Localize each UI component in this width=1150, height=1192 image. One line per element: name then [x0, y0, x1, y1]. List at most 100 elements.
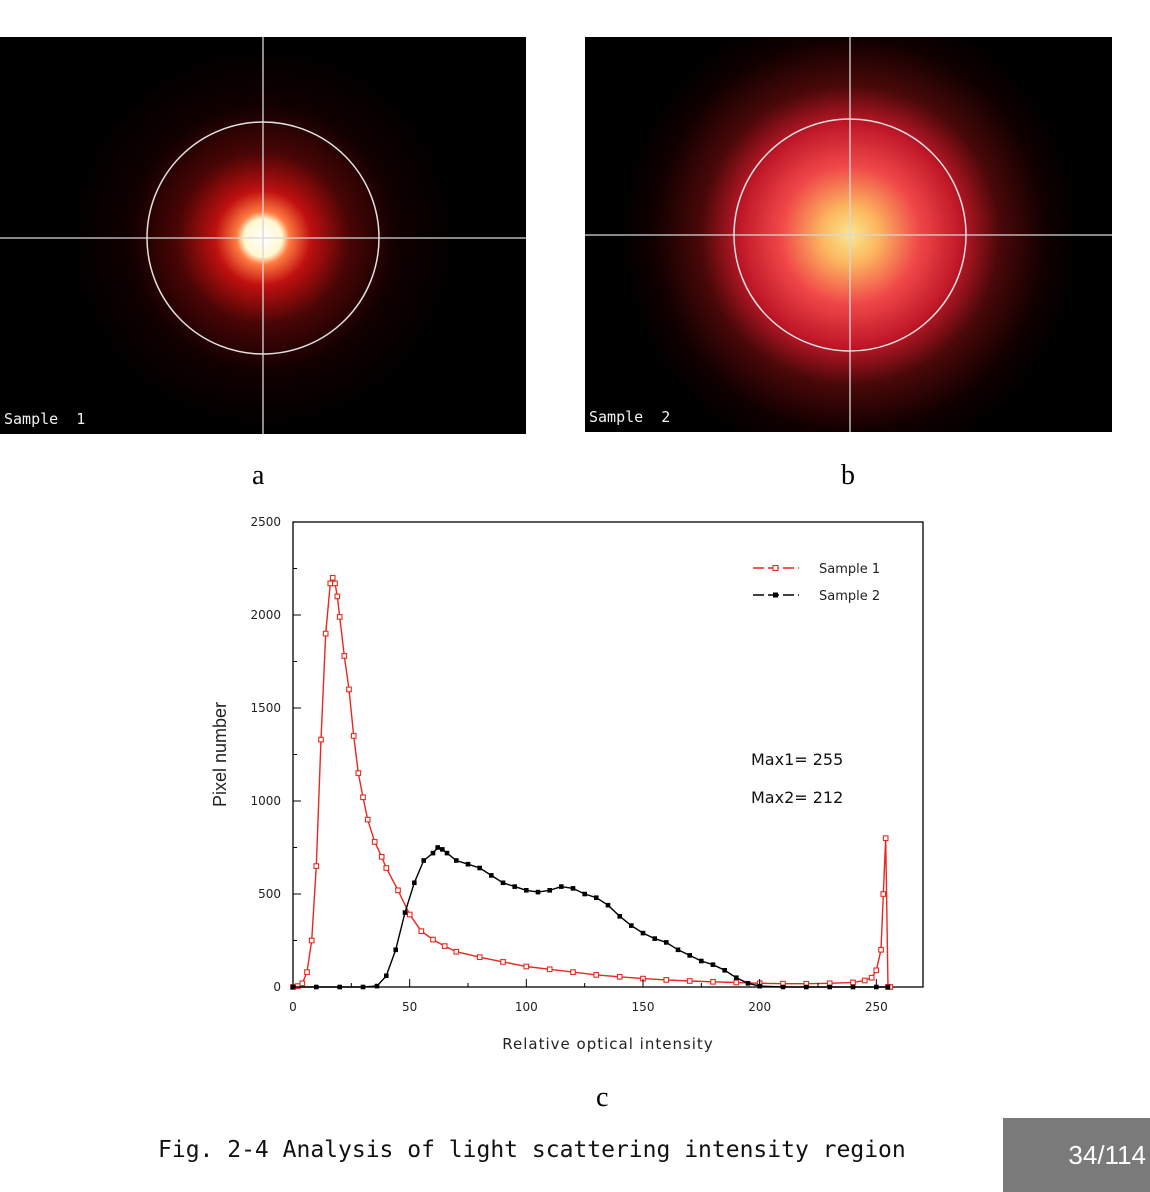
- data-point-series-2: [454, 858, 459, 863]
- data-point-series-1: [453, 948, 460, 955]
- data-point-series-1: [616, 973, 623, 980]
- y-axis-label: Pixel number: [210, 702, 230, 807]
- data-point-series-1: [686, 978, 693, 984]
- data-point-series-2: [337, 984, 342, 990]
- data-point-series-2: [629, 923, 634, 928]
- data-point-series-2: [412, 880, 417, 886]
- y-tick-label: 2000: [250, 608, 281, 622]
- page-indicator[interactable]: 34/114: [1003, 1118, 1150, 1192]
- data-point-series-1: [371, 839, 378, 845]
- data-point-series-1: [546, 966, 553, 973]
- data-point-series-2: [535, 889, 541, 895]
- data-point-series-2: [734, 975, 739, 980]
- data-point-series-2: [664, 940, 669, 945]
- legend-entry: Sample 2: [819, 589, 880, 604]
- data-point-series-1: [332, 580, 338, 587]
- data-point-series-2: [360, 984, 366, 990]
- data-point-series-1: [378, 853, 385, 860]
- x-tick-label: 200: [748, 1000, 771, 1014]
- data-point-series-1: [318, 736, 324, 743]
- x-tick-label: 50: [402, 1000, 417, 1014]
- data-point-series-2: [559, 884, 564, 889]
- x-tick-label: 0: [289, 1000, 297, 1014]
- panel-letter-a: a: [252, 460, 265, 491]
- data-point-series-2: [444, 850, 450, 856]
- y-tick-label: 1000: [250, 794, 281, 808]
- data-point-series-2: [570, 886, 576, 891]
- data-point-series-1: [334, 593, 341, 600]
- y-tick-label: 2500: [250, 515, 281, 529]
- data-point-series-2: [512, 884, 517, 889]
- intensity-histogram-chart: 0 50 100 150 200 25005001000150020002500Relat…: [210, 515, 924, 1053]
- data-point-series-2: [314, 984, 319, 990]
- data-point-series-1: [441, 943, 448, 949]
- data-point-series-2: [435, 845, 440, 850]
- max-annotation: Max1= 255: [751, 750, 843, 769]
- data-point-series-2: [874, 984, 879, 990]
- figure-caption: Fig. 2-4 Analysis of light scattering in…: [158, 1137, 906, 1163]
- data-point-series-2: [393, 947, 398, 953]
- data-point-series-1: [336, 614, 343, 620]
- data-point-series-1: [500, 959, 506, 965]
- sample-2-label: Sample 2: [589, 408, 671, 426]
- data-point-series-1: [880, 891, 887, 897]
- data-point-series-1: [313, 863, 320, 869]
- data-point-series-1: [395, 887, 401, 894]
- data-point-series-1: [710, 978, 716, 985]
- data-point-series-1: [350, 733, 357, 739]
- data-point-series-1: [430, 936, 436, 943]
- data-point-series-1: [360, 794, 366, 801]
- data-point-series-1: [308, 937, 315, 944]
- data-point-series-2: [804, 984, 809, 990]
- data-point-series-1: [355, 770, 362, 776]
- sample-2-scatter-image: [585, 37, 1112, 432]
- data-point-series-1: [364, 816, 371, 823]
- legend-entry: Sample 1: [819, 562, 880, 577]
- x-tick-label: 250: [865, 1000, 888, 1014]
- data-point-series-2: [687, 953, 692, 958]
- data-point-series-1: [663, 977, 670, 983]
- data-point-series-1: [329, 574, 336, 581]
- data-point-series-2: [465, 861, 471, 867]
- data-point-series-2: [640, 930, 646, 936]
- sample-1-scatter-image: [0, 37, 526, 434]
- data-point-series-2: [524, 888, 529, 893]
- data-point-series-2: [500, 880, 506, 886]
- data-point-series-1: [406, 911, 413, 918]
- page-indicator-text: 34/114: [1068, 1139, 1146, 1170]
- panel-letter-b: b: [841, 460, 855, 491]
- max-annotation: Max2= 212: [751, 788, 843, 807]
- data-point-series-2: [384, 973, 389, 979]
- data-point-series-2: [594, 895, 599, 900]
- data-point-series-2: [850, 984, 856, 990]
- data-point-series-1: [878, 946, 884, 953]
- data-point-series-1: [523, 963, 530, 970]
- data-point-series-1: [873, 967, 880, 974]
- data-point-series-1: [341, 653, 348, 659]
- y-tick-label: 500: [258, 887, 281, 901]
- data-point-series-2: [421, 858, 426, 863]
- data-point-series-1: [850, 979, 856, 986]
- data-point-series-2: [582, 891, 587, 897]
- y-tick-label: 0: [273, 980, 281, 994]
- data-point-series-2: [402, 910, 408, 915]
- data-point-series-2: [440, 847, 445, 852]
- data-point-series-2: [710, 962, 716, 967]
- data-point-series-1: [299, 980, 306, 987]
- x-axis-label: Relative optical intensity: [502, 1035, 713, 1053]
- data-point-series-2: [652, 936, 657, 941]
- sample-1-label: Sample 1: [4, 410, 86, 428]
- x-tick-label: 100: [515, 1000, 538, 1014]
- data-point-series-2: [745, 981, 751, 986]
- data-point-series-2: [605, 902, 611, 908]
- data-point-series-2: [780, 984, 786, 990]
- data-point-series-2: [547, 888, 552, 893]
- sample-1-photo: Sample 1: [0, 37, 526, 434]
- data-point-series-1: [476, 954, 483, 961]
- data-point-series-1: [304, 969, 310, 975]
- data-point-series-1: [322, 630, 329, 637]
- data-point-series-1: [294, 983, 301, 989]
- series-line-2: [293, 846, 888, 988]
- sample-2-photo: Sample 2: [585, 37, 1112, 432]
- data-point-series-2: [374, 983, 380, 989]
